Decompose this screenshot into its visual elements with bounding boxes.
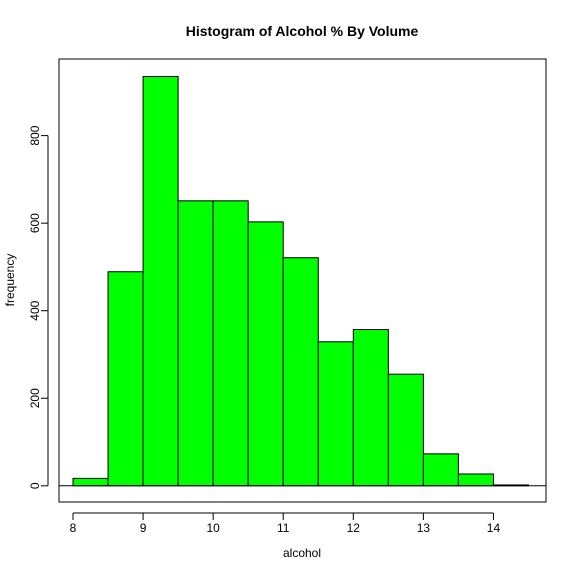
- histogram-bar-7: [317, 341, 354, 487]
- plot-frame: [58, 58, 547, 503]
- y-tick-label-0: 0: [28, 482, 42, 489]
- histogram-bar-0: [72, 477, 109, 487]
- x-tick-label-8: 8: [70, 521, 77, 535]
- y-axis-label: frequency: [3, 254, 17, 307]
- x-tick-label-10: 10: [206, 521, 220, 535]
- histogram-bar-1: [107, 271, 144, 487]
- histogram-bar-11: [457, 473, 494, 487]
- histogram-bar-2: [142, 76, 179, 487]
- y-tick-label-400: 400: [28, 300, 42, 320]
- x-tick-label-12: 12: [347, 521, 361, 535]
- y-tick-label-200: 200: [28, 388, 42, 408]
- histogram-bar-10: [422, 453, 459, 487]
- histogram-bar-3: [177, 200, 214, 487]
- y-tick-label-600: 600: [28, 213, 42, 233]
- y-axis: 0 200 400 600 800: [28, 125, 49, 489]
- x-tick-label-11: 11: [277, 521, 290, 535]
- x-tick-label-13: 13: [417, 521, 431, 535]
- x-tick-label-9: 9: [140, 521, 147, 535]
- x-axis: 8 9 10 11 12 13 14: [70, 512, 501, 535]
- histogram-bar-9: [387, 373, 424, 487]
- x-axis-label: alcohol: [283, 546, 321, 560]
- histogram-bar-5: [247, 221, 284, 487]
- histogram-bar-4: [212, 200, 249, 487]
- histogram-bar-8: [352, 329, 389, 487]
- histogram-bar-6: [282, 257, 319, 487]
- y-tick-label-800: 800: [28, 125, 42, 145]
- chart-title: Histogram of Alcohol % By Volume: [186, 23, 419, 39]
- bars-group: [72, 76, 529, 487]
- x-tick-label-14: 14: [487, 521, 501, 535]
